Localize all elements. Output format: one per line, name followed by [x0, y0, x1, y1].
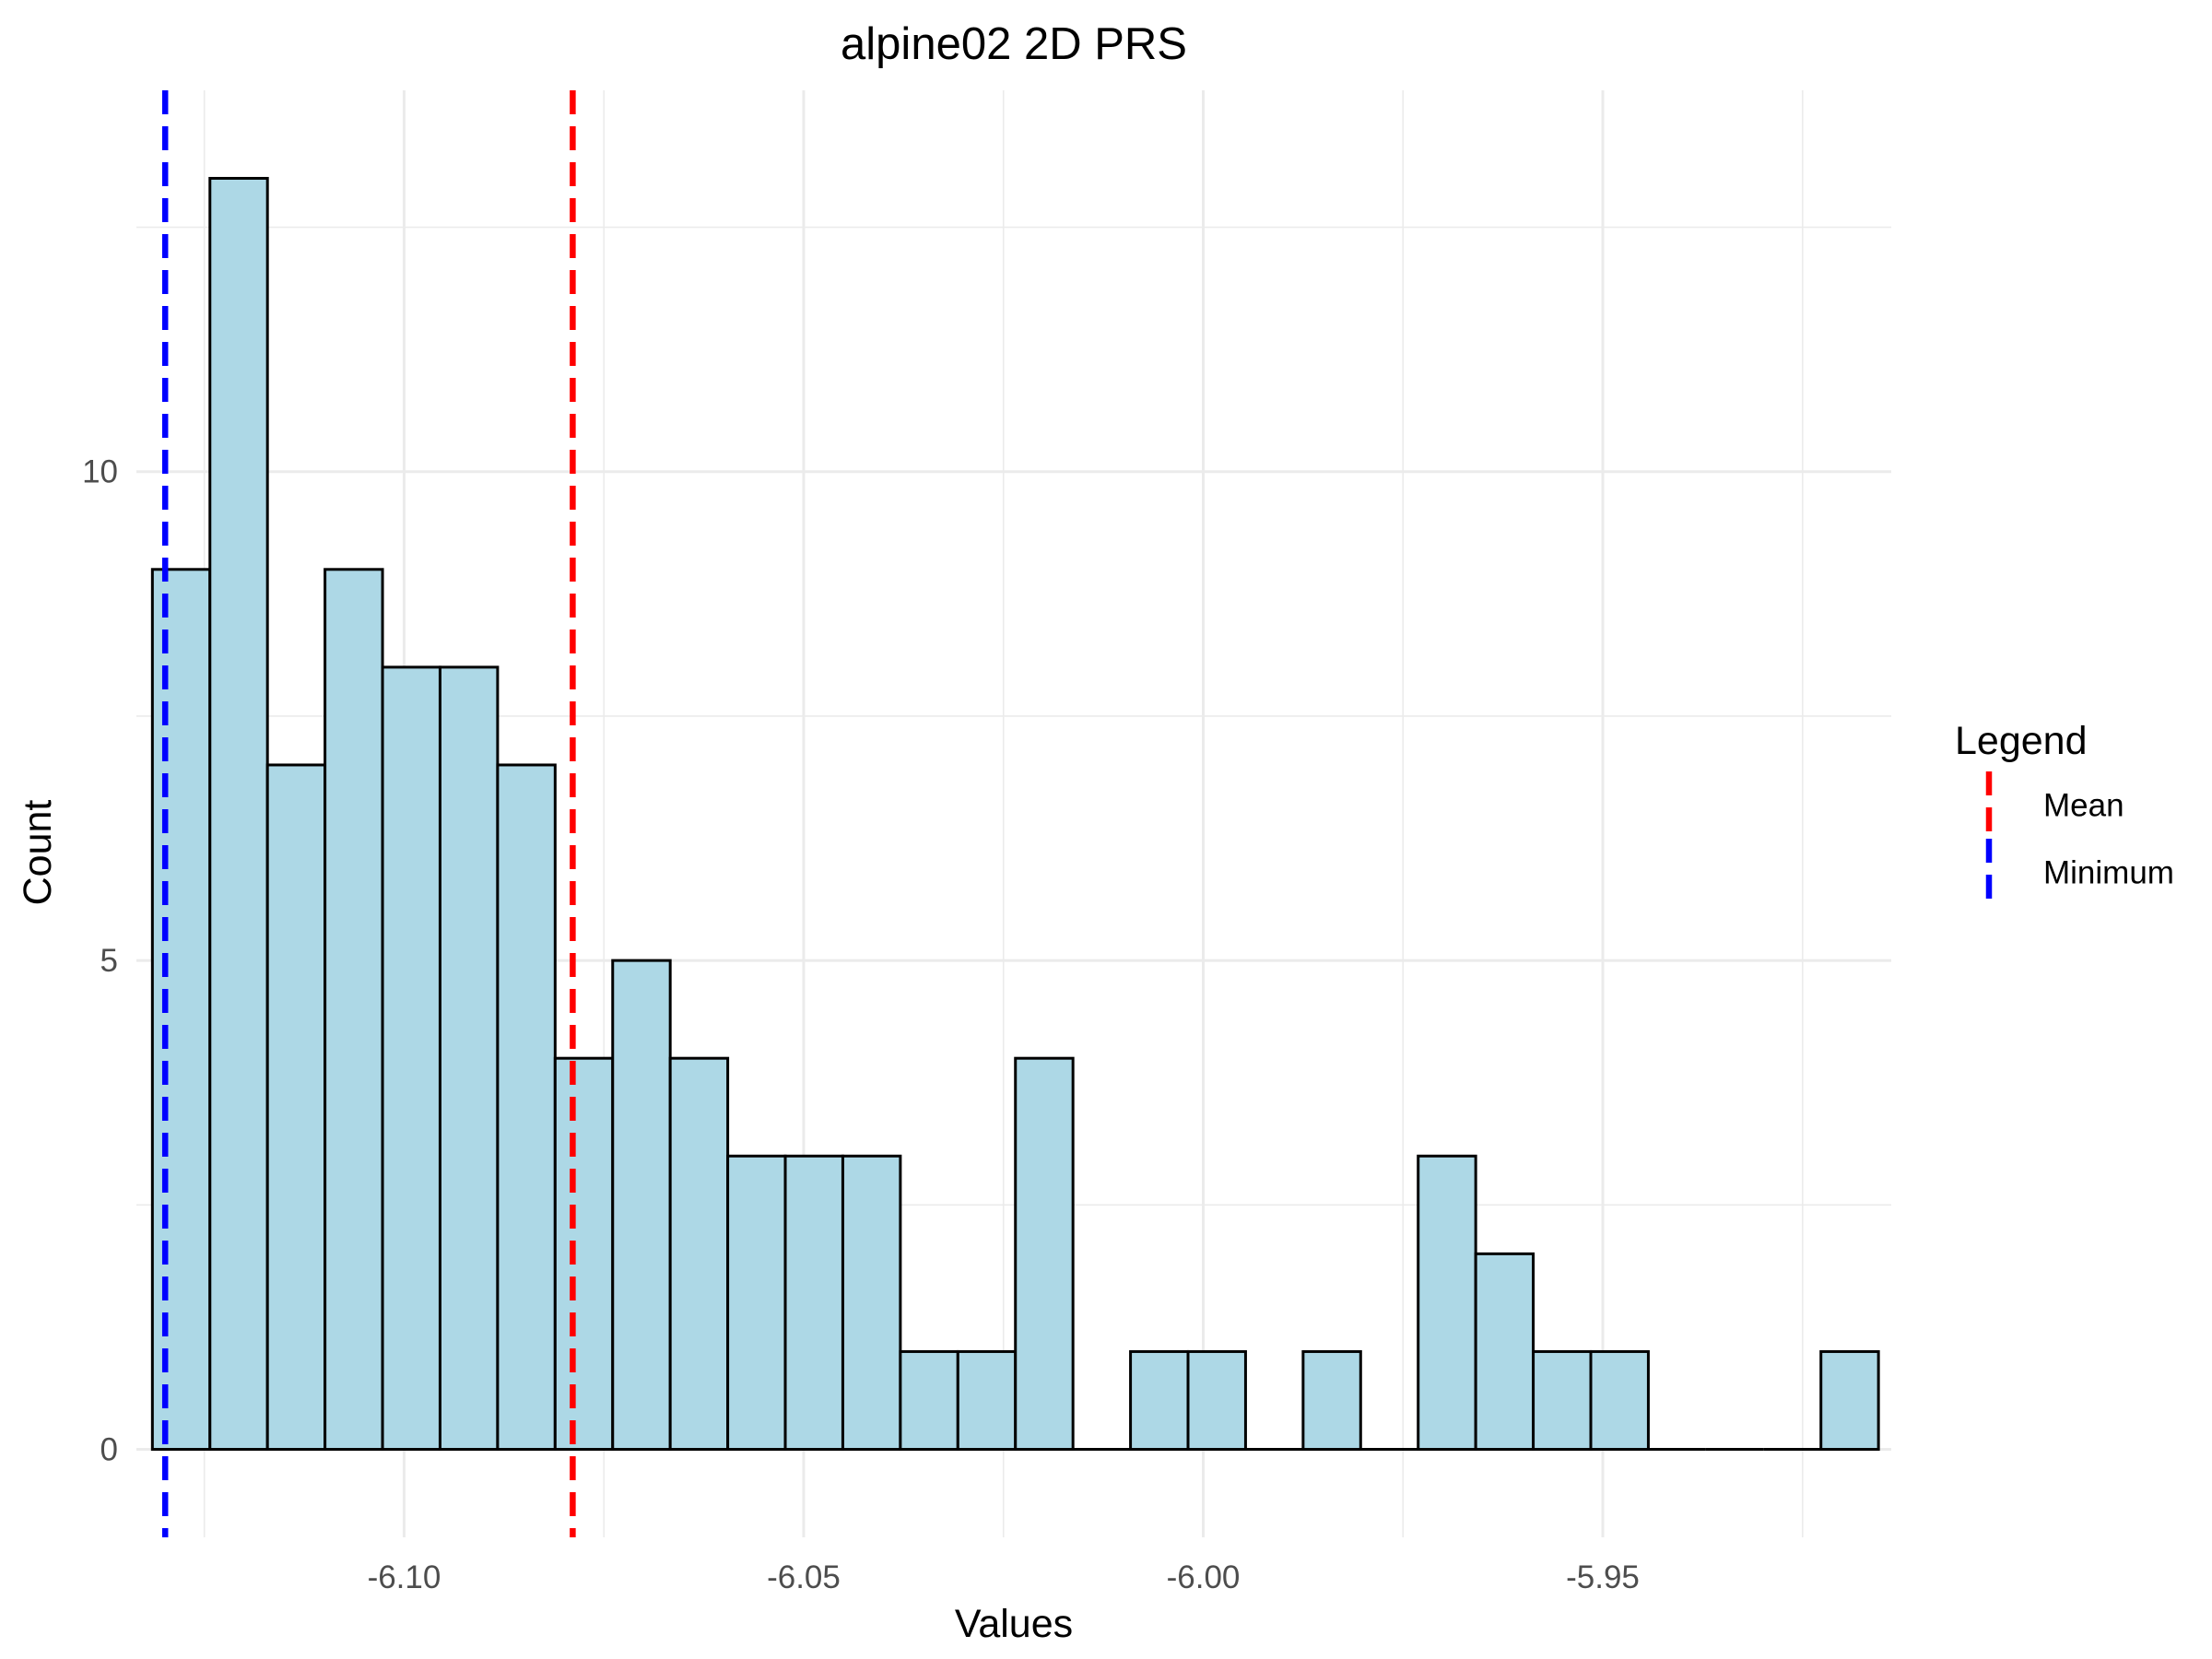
histogram-bar [1589, 1349, 1650, 1452]
x-axis-title: Values [955, 1602, 1073, 1646]
histogram-bar [1474, 1252, 1535, 1452]
histogram-bar [324, 568, 384, 1452]
legend-label-mean: Mean [2043, 788, 2124, 824]
histogram-bar [1532, 1349, 1593, 1452]
histogram-bar [1129, 1349, 1190, 1452]
histogram-bar [265, 763, 327, 1452]
histogram-bar [1186, 1349, 1247, 1452]
y-axis-title: Count [16, 800, 60, 906]
x-tick-label: -5.95 [1566, 1559, 1640, 1595]
histogram-bar [668, 1056, 730, 1452]
histogram-bar [1014, 1056, 1075, 1452]
histogram-bar [1819, 1349, 1880, 1452]
histogram-bar [611, 959, 672, 1452]
histogram-bar [783, 1154, 844, 1452]
legend-items: Mean Minimum [1985, 771, 2174, 906]
y-tick-label: 0 [100, 1432, 118, 1468]
histogram-bar [553, 1056, 615, 1452]
x-tick-label: -6.10 [368, 1559, 441, 1595]
x-tick-label: -6.00 [1167, 1559, 1241, 1595]
legend: Legend Mean Minimum [1955, 719, 2174, 906]
histogram-bar [496, 763, 557, 1452]
legend-title: Legend [1955, 719, 2088, 763]
histogram-bars [150, 176, 1880, 1452]
histogram-bar [1301, 1349, 1362, 1452]
histogram-bar [956, 1349, 1018, 1452]
histogram-bar [899, 1349, 959, 1452]
x-tick-label: -6.05 [767, 1559, 841, 1595]
chart-title: alpine02 2D PRS [841, 19, 1187, 69]
histogram-bar [1417, 1154, 1477, 1452]
histogram-bar [438, 665, 500, 1452]
reference-lines [161, 90, 576, 1537]
y-tick-label: 5 [100, 943, 118, 979]
histogram-bar [381, 665, 441, 1452]
histogram-bar [841, 1154, 902, 1452]
histogram-bar [150, 568, 212, 1452]
y-tick-label: 10 [82, 454, 118, 490]
histogram-bar [208, 176, 269, 1452]
histogram-bar [726, 1154, 787, 1452]
axis-ticks: -6.10 -6.05 -6.00 -5.95 0 5 10 [82, 454, 1640, 1595]
legend-label-minimum: Minimum [2043, 855, 2174, 891]
